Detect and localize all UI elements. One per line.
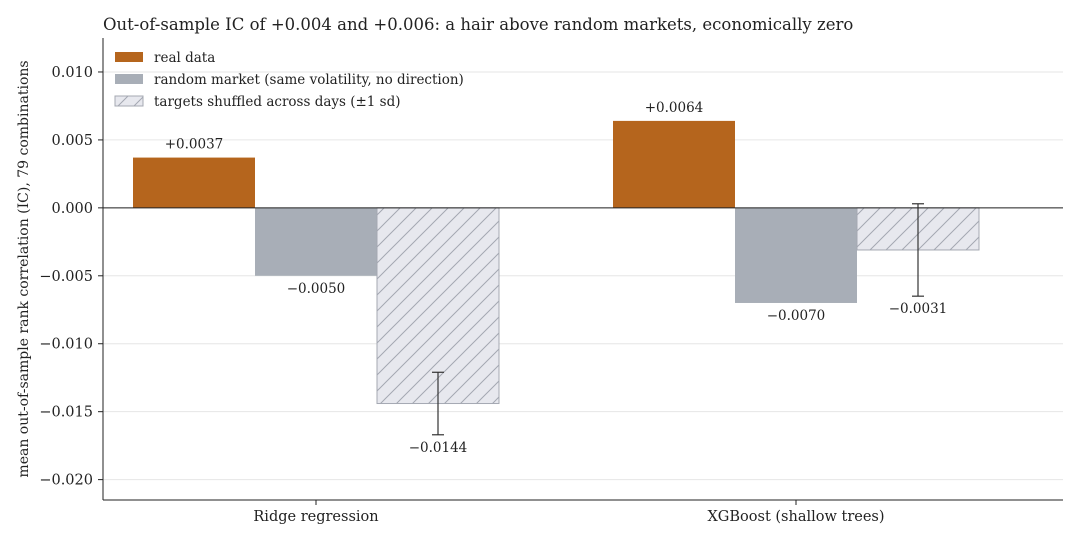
y-tick-label: −0.015 (39, 405, 93, 421)
chart-title: Out-of-sample IC of +0.004 and +0.006: a… (103, 15, 853, 34)
axes: 0.010 0.005 0.000 −0.005 −0.010 −0.015 −0.020 R… (39, 38, 1063, 525)
y-tick-label: 0.010 (51, 65, 93, 81)
bars (133, 120, 980, 436)
legend-swatch (115, 52, 143, 62)
bar-real-data (613, 120, 735, 208)
y-tick-label: −0.010 (39, 337, 93, 353)
data-label: −0.0050 (287, 281, 346, 297)
y-tick-label: 0.005 (51, 133, 93, 149)
legend-label: real data (154, 50, 215, 66)
legend-swatch (114, 95, 144, 107)
x-tick-label: XGBoost (shallow trees) (707, 509, 884, 525)
data-label: −0.0070 (767, 308, 826, 324)
y-tick-label: 0.000 (51, 201, 93, 217)
gridlines (103, 71, 1063, 481)
bar-real-data (133, 157, 255, 208)
data-label: −0.0144 (409, 440, 468, 456)
legend: real data random market (same volatility,… (114, 50, 464, 110)
y-tick-label: −0.005 (39, 269, 93, 285)
data-labels: +0.0037 +0.0064 −0.0050 −0.0070 −0.0144 −0.00… (165, 100, 948, 456)
bar-random-market (735, 207, 857, 303)
legend-label: targets shuffled across days (±1 sd) (154, 94, 401, 110)
y-axis-label: mean out-of-sample rank correlation (IC)… (16, 60, 32, 477)
y-tick-label: −0.020 (39, 473, 93, 489)
legend-label: random market (same volatility, no direc… (154, 72, 464, 88)
legend-swatch (115, 74, 143, 84)
data-label: +0.0037 (165, 137, 224, 153)
x-tick-label: Ridge regression (253, 509, 378, 525)
data-label: +0.0064 (645, 100, 704, 116)
bar-random-market (255, 207, 377, 276)
data-label: −0.0031 (889, 301, 948, 317)
